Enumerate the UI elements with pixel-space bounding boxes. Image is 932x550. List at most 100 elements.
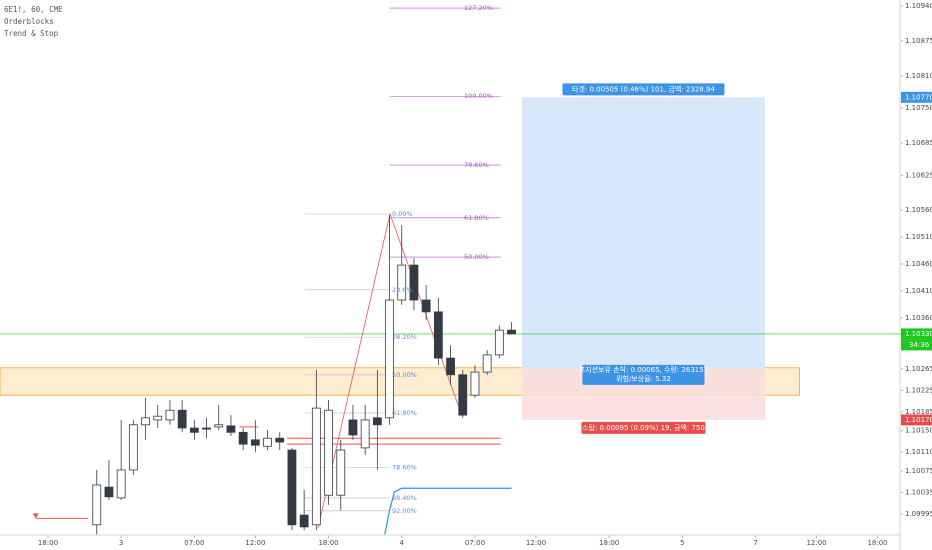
fib-level-label: 78.60% [464, 161, 489, 169]
y-tick-label: 1.10810 [905, 72, 932, 80]
candle-body [360, 419, 370, 449]
candle-body [446, 357, 455, 376]
target-label: 타겟: 0.00505 (0.46%) 101, 금액: 2328.94 [572, 84, 715, 93]
candle-body [238, 431, 248, 445]
candle-layer [92, 215, 516, 535]
fib-level-label: 88.40% [392, 494, 417, 502]
candle-body [348, 419, 358, 436]
candle-body [275, 437, 285, 443]
stop-label: 스탑: 0.00095 (0.09%) 19, 금액: 750 [582, 424, 705, 432]
x-tick-label: 18:00 [867, 539, 887, 547]
y-tick-label: 1.10225 [905, 386, 932, 394]
indicator-name: Orderblocks [4, 17, 54, 26]
candle-body [385, 299, 394, 419]
price-tag [901, 328, 932, 340]
x-tick-label: 3 [119, 539, 123, 547]
candle-body [116, 469, 126, 499]
label-box [581, 421, 706, 434]
y-tick-label: 1.10265 [905, 365, 932, 373]
price-tag [901, 91, 932, 103]
y-tick-label: 1.10035 [905, 489, 932, 497]
candle-body [470, 371, 480, 396]
candle-body [494, 329, 504, 356]
fib-level-label: 61.80% [392, 409, 417, 417]
label-box [562, 83, 725, 96]
candle-body [372, 417, 382, 426]
fib-level-label: 61.80% [464, 214, 489, 222]
x-tick-label: 12:00 [526, 539, 546, 547]
candle-body [128, 424, 138, 471]
fib-level-label: 78.60% [392, 463, 417, 471]
y-tick-label: 1.10940 [905, 2, 932, 10]
fib-level-label: 38.20% [392, 333, 417, 341]
fib-level-label: 0.00% [392, 210, 413, 218]
price-tag-label: 1.10770 [905, 93, 932, 101]
candle-body [458, 374, 468, 416]
x-tick-label: 18:00 [599, 539, 619, 547]
entry-label: 포지션보유 손익: 0.00065, 수량: 263157 [579, 365, 708, 374]
candle-body [409, 264, 419, 301]
chart-title: 6E1!, 60, CME [4, 5, 63, 14]
candle-body [299, 514, 309, 528]
x-tick-label: 5 [680, 539, 684, 547]
y-tick-label: 1.10075 [905, 467, 932, 475]
y-tick-label: 1.10875 [905, 37, 932, 45]
price-tag-label: 1.10330 [905, 330, 932, 338]
fib-level-label: 23.6% [392, 286, 413, 294]
x-tick-label: 18:00 [38, 539, 58, 547]
price-tag [901, 414, 932, 426]
x-tick-label: 12:00 [245, 539, 265, 547]
trend-stop-line [384, 487, 512, 536]
drawing-layer [0, 7, 900, 536]
y-tick-label: 1.10510 [905, 233, 932, 241]
candle-body [177, 409, 187, 429]
candle-body [324, 409, 333, 496]
x-tick-label: 4 [400, 539, 405, 547]
y-tick-label: 1.09995 [905, 510, 932, 518]
y-tick-label: 1.10685 [905, 139, 932, 147]
y-tick-label: 1.10410 [905, 287, 932, 295]
label-box [582, 364, 705, 385]
x-tick-label: 18:00 [318, 539, 338, 547]
candle-body [287, 449, 297, 526]
candle-body [226, 425, 236, 433]
y-tick-label: 1.10150 [905, 427, 932, 435]
candle-body [482, 354, 492, 373]
x-tick-label: 07:00 [184, 539, 204, 547]
countdown: 34:36 [909, 341, 930, 349]
x-tick-label: 7 [753, 539, 757, 547]
candle-body [202, 427, 211, 430]
y-tick-label: 1.10185 [905, 408, 932, 416]
y-tick-label: 1.10460 [905, 260, 932, 268]
price-tag-label: 1.10170 [905, 416, 932, 424]
y-tick-label: 1.10750 [905, 104, 932, 112]
y-tick-label: 1.10110 [905, 448, 932, 456]
profit-zone [521, 97, 765, 369]
fib-level-label: 50.00% [392, 371, 417, 379]
candle-body [104, 486, 114, 498]
indicator-name: Trend & Stop [4, 29, 59, 38]
signal-marker [32, 513, 39, 519]
candle-body [421, 299, 431, 313]
y-tick-label: 1.10560 [905, 206, 932, 214]
entry-label: 위험/보상율: 5.32 [616, 374, 671, 383]
candle-body [507, 329, 516, 335]
fib-level-label: 127.20% [464, 4, 493, 12]
candle-body [263, 437, 272, 447]
candle-body [92, 484, 102, 526]
candle-body [189, 427, 199, 433]
candle-body [433, 311, 443, 359]
fib-level-label: 100.00% [464, 92, 493, 100]
candle-body [311, 407, 321, 526]
x-tick-label: 07:00 [465, 539, 485, 547]
fib-level-label: 50.00% [464, 253, 489, 261]
candle-body [165, 409, 175, 421]
x-tick-label: 12:00 [806, 539, 826, 547]
candle-body [397, 264, 407, 301]
candle-body [214, 424, 224, 428]
candle-body [250, 439, 260, 446]
candle-body [336, 449, 346, 496]
candle-body [141, 417, 150, 426]
